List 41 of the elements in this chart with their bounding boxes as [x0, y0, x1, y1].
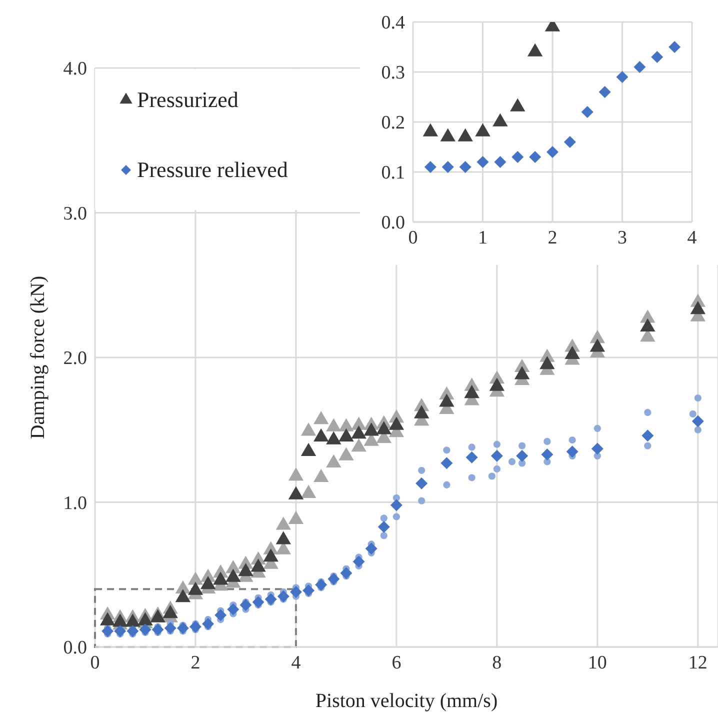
x-tick-label: 4 — [291, 652, 302, 674]
y-tick-label: 4.0 — [63, 58, 87, 80]
point — [581, 106, 594, 118]
y-tick-label: 2.0 — [63, 348, 87, 370]
point — [424, 161, 436, 173]
legend-label: Pressure relieved — [137, 157, 288, 183]
legend-label: Pressurized — [137, 87, 238, 113]
x-tick-label: 6 — [392, 652, 402, 674]
point — [529, 151, 542, 163]
y-tick-label: 0.0 — [63, 638, 87, 659]
x-tick-label: 10 — [588, 652, 607, 674]
point — [459, 161, 472, 173]
y-tick-label: 0.3 — [381, 62, 405, 84]
x-tick-label: 3 — [618, 227, 627, 248]
x-tick-label: 1 — [478, 227, 488, 248]
y-tick-label: 0.0 — [381, 212, 405, 234]
x-tick-label: 0 — [90, 652, 100, 674]
x-axis-title: Piston velocity (mm/s) — [315, 690, 498, 712]
point — [598, 86, 611, 98]
x-tick-label: 2 — [190, 652, 200, 674]
point — [476, 156, 489, 168]
y-tick-label: 3.0 — [63, 203, 87, 224]
y-tick-label: 1.0 — [63, 492, 87, 514]
x-tick-label: 0 — [408, 227, 418, 248]
y-tick-label: 0.2 — [381, 112, 405, 134]
x-tick-label: 8 — [492, 652, 502, 674]
x-tick-label: 4 — [687, 227, 698, 248]
point — [616, 71, 628, 83]
y-axis-title: Damping force (kN) — [27, 276, 50, 440]
point — [546, 146, 558, 158]
point — [494, 156, 506, 168]
point — [512, 151, 524, 163]
point — [668, 41, 681, 53]
x-tick-label: 2 — [548, 227, 558, 248]
y-tick-label: 0.1 — [381, 162, 405, 184]
point — [634, 61, 646, 73]
point — [564, 136, 576, 148]
point — [651, 51, 664, 63]
y-tick-label: 0.4 — [381, 12, 406, 34]
point — [442, 161, 454, 173]
x-tick-label: 12 — [688, 652, 708, 674]
